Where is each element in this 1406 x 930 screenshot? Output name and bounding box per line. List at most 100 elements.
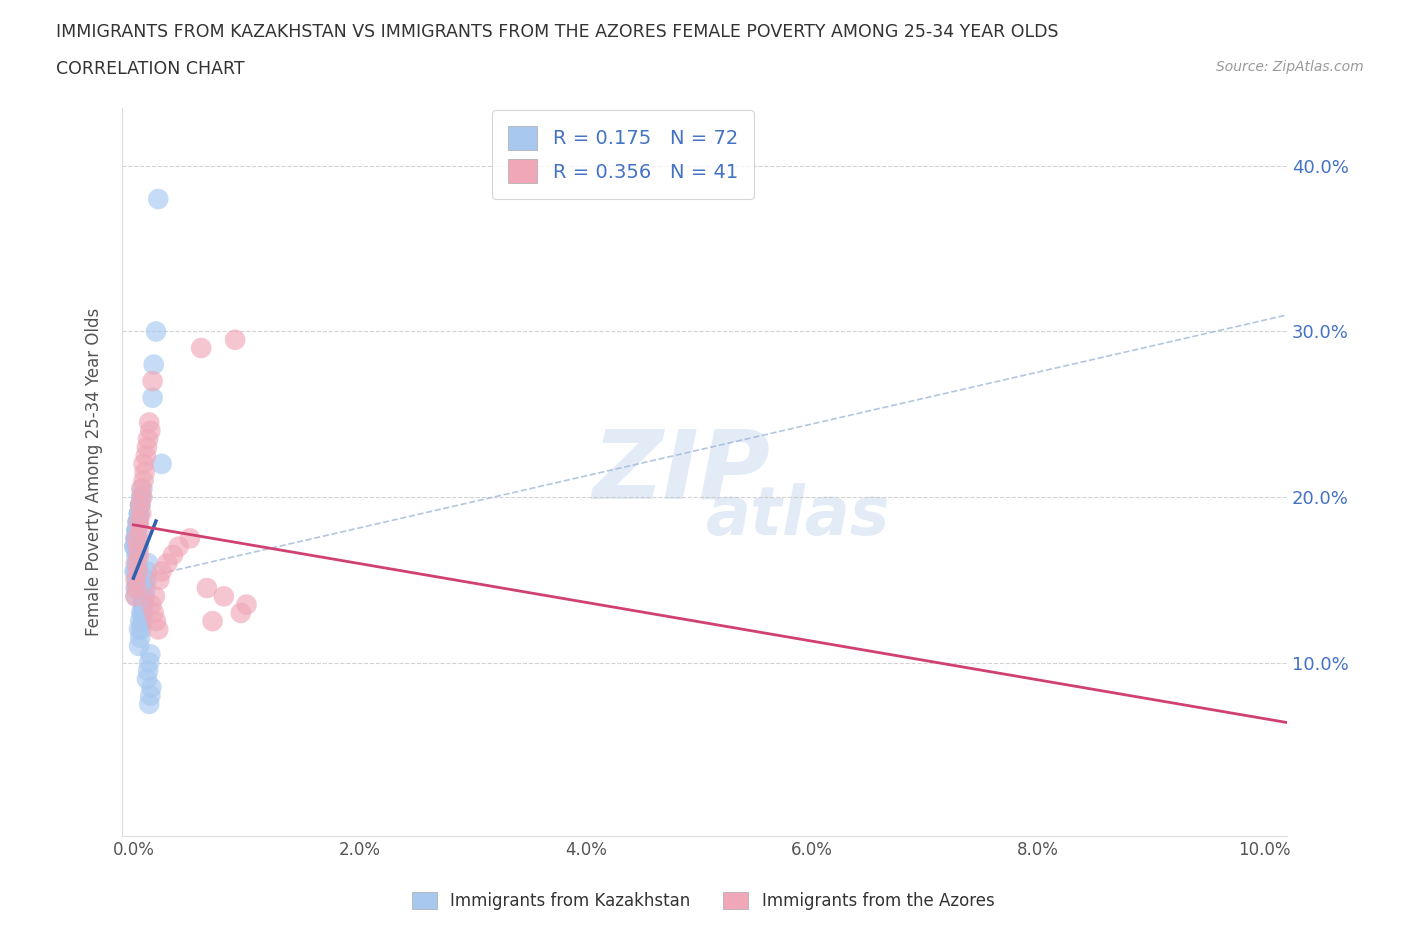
Point [148,572,170,587]
Point [125,572,148,587]
Point [131,489,153,504]
Point [139,688,162,703]
Point [167,539,190,554]
Point [129,489,152,504]
Point [129,631,152,645]
Point [134,465,156,480]
Point [142,357,165,372]
Point [127,514,149,529]
Point [143,589,166,604]
Point [132,457,155,472]
Point [195,580,218,595]
Point [129,482,152,497]
Point [229,605,252,620]
Point [212,589,235,604]
Point [131,482,153,497]
Point [125,523,148,538]
Point [136,572,159,587]
Point [128,539,150,554]
Point [128,506,150,521]
Point [124,531,146,546]
Point [129,498,152,512]
Point [141,597,163,612]
Point [142,605,165,620]
Point [128,514,150,529]
Point [129,498,152,512]
Point [127,565,149,579]
Point [134,589,156,604]
Point [129,506,152,521]
Point [127,539,149,554]
Point [127,556,149,571]
Point [125,548,148,563]
Point [145,324,167,339]
Text: IMMIGRANTS FROM KAZAKHSTAN VS IMMIGRANTS FROM THE AZORES FEMALE POVERTY AMONG 25: IMMIGRANTS FROM KAZAKHSTAN VS IMMIGRANTS… [56,23,1059,41]
Point [127,514,149,529]
Y-axis label: Female Poverty Among 25-34 Year Olds: Female Poverty Among 25-34 Year Olds [86,308,103,636]
Point [127,514,149,529]
Point [139,423,162,438]
Point [131,614,153,629]
Point [125,580,148,595]
Point [132,580,155,595]
Point [141,680,163,695]
Point [131,589,153,604]
Point [136,663,159,678]
Point [129,523,152,538]
Point [125,580,148,595]
Point [131,605,153,620]
Point [125,523,148,538]
Point [124,531,146,546]
Point [145,614,167,629]
Point [128,506,150,521]
Point [127,531,149,546]
Point [138,697,160,711]
Point [127,514,149,529]
Text: CORRELATION CHART: CORRELATION CHART [56,60,245,78]
Point [128,639,150,654]
Point [162,548,184,563]
Point [139,646,162,661]
Point [124,580,146,595]
Point [135,448,157,463]
Point [138,415,160,430]
Point [235,597,257,612]
Point [125,523,148,538]
Point [150,565,173,579]
Point [129,605,152,620]
Point [148,192,170,206]
Point [135,580,157,595]
Point [124,565,146,579]
Text: Source: ZipAtlas.com: Source: ZipAtlas.com [1216,60,1364,74]
Point [124,589,146,604]
Point [129,498,152,512]
Point [124,572,146,587]
Point [124,531,146,546]
Point [136,432,159,446]
Point [150,457,173,472]
Point [132,597,155,612]
Point [128,548,150,563]
Point [124,556,146,571]
Point [131,597,153,612]
Point [125,523,148,538]
Point [125,531,148,546]
Point [224,332,246,347]
Point [124,539,146,554]
Point [190,340,212,355]
Point [134,572,156,587]
Point [127,572,149,587]
Point [124,539,146,554]
Point [179,531,201,546]
Point [132,605,155,620]
Point [128,622,150,637]
Point [201,614,224,629]
Point [134,589,156,604]
Point [129,498,152,512]
Point [128,506,150,521]
Point [127,514,149,529]
Point [128,565,150,579]
Point [124,539,146,554]
Point [136,565,159,579]
Point [148,622,170,637]
